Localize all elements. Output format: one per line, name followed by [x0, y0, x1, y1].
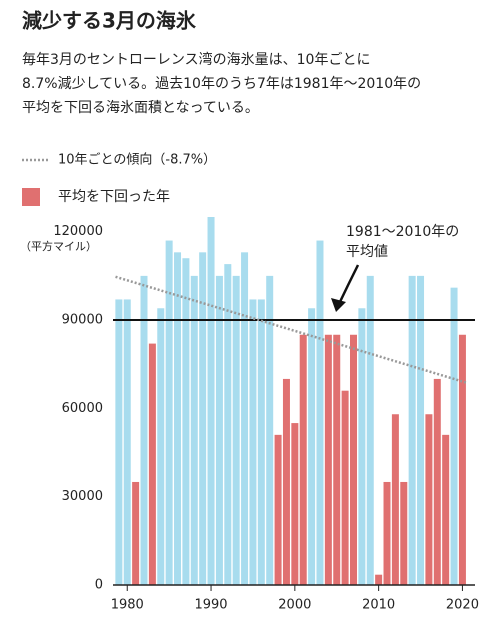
- subtitle: 平均を下回る海氷面積となっている。: [22, 100, 259, 116]
- bar: [115, 299, 123, 585]
- annotation: 1981〜2010年の: [346, 224, 459, 240]
- bar: [215, 275, 223, 585]
- bar: [366, 275, 374, 585]
- bar: [408, 275, 416, 585]
- y-tick-label: 60000: [62, 401, 103, 416]
- legend-label: 10年ごとの傾向（-8.7%）: [58, 152, 216, 168]
- y-tick-label: 90000: [62, 313, 103, 328]
- bar: [333, 334, 341, 585]
- y-tick-label: 0: [95, 578, 103, 593]
- annotation-arrowhead: [331, 298, 346, 312]
- bar: [123, 299, 131, 585]
- bar: [341, 390, 349, 585]
- bar: [232, 275, 240, 585]
- bar: [349, 334, 357, 585]
- legend-label: 平均を下回った年: [58, 189, 170, 205]
- chart-title: 減少する3月の海氷: [22, 9, 197, 33]
- bar: [190, 275, 198, 585]
- bar: [140, 275, 148, 585]
- bar: [282, 378, 290, 585]
- subtitle: 毎年3月のセントローレンス湾の海氷量は、10年ごとに: [22, 51, 370, 68]
- bar: [308, 308, 316, 585]
- x-tick-label: 1980: [111, 598, 144, 613]
- bar: [199, 252, 207, 585]
- bar: [324, 334, 332, 585]
- x-tick-label: 2000: [278, 598, 311, 613]
- bar: [224, 264, 232, 585]
- bar: [132, 481, 140, 585]
- bar: [316, 240, 324, 585]
- annotation-arrow: [336, 264, 360, 307]
- x-tick-label: 2020: [446, 598, 479, 613]
- bar: [433, 378, 441, 585]
- bar: [458, 334, 466, 585]
- bar: [174, 252, 182, 585]
- trend-line: [115, 275, 467, 384]
- bar: [241, 252, 249, 585]
- subtitle: 8.7%減少している。過去10年のうち7年は1981年〜2010年の: [22, 75, 421, 92]
- y-tick-label: 120000: [53, 224, 103, 239]
- bar: [400, 481, 408, 585]
- bar: [375, 574, 383, 585]
- bar: [442, 434, 450, 585]
- bar: [358, 308, 366, 585]
- bar: [148, 343, 156, 585]
- x-tick-label: 2010: [362, 598, 395, 613]
- bar: [291, 423, 299, 585]
- bar: [299, 334, 307, 585]
- y-axis-label: （平方マイル）: [20, 239, 97, 253]
- bar: [274, 434, 282, 585]
- legend-swatch: [22, 188, 40, 206]
- x-tick-label: 1990: [194, 598, 227, 613]
- bar: [266, 275, 274, 585]
- bar: [182, 258, 190, 585]
- bar: [257, 299, 265, 585]
- bar: [417, 275, 425, 585]
- annotation: 平均値: [346, 244, 388, 260]
- bar: [249, 299, 257, 585]
- bar: [425, 414, 433, 585]
- bar: [391, 414, 399, 585]
- y-tick-label: 30000: [62, 489, 103, 504]
- bar: [165, 240, 173, 585]
- bar: [450, 287, 458, 585]
- bar: [207, 217, 215, 585]
- bar: [157, 308, 165, 585]
- bar: [383, 481, 391, 585]
